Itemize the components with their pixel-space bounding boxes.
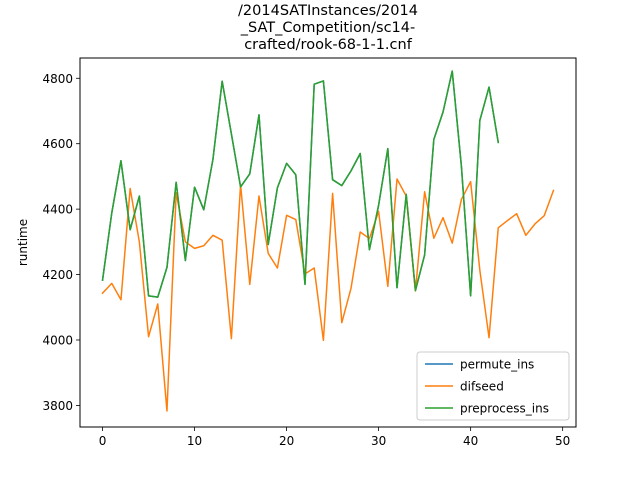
chart-title: /2014SATInstances/2014 _SAT_Competition/… <box>238 3 418 53</box>
y-tick-label: 4200 <box>42 268 73 282</box>
x-tick-label: 0 <box>99 434 107 448</box>
x-tick-label: 40 <box>463 434 478 448</box>
plot-frame <box>79 57 577 428</box>
x-tick-label: 50 <box>555 434 570 448</box>
legend-label-permute-ins: permute_ins <box>460 358 534 372</box>
tick-layer: 0 10 20 30 40 50 3800 4000 4200 4400 4600 4800 <box>42 72 570 448</box>
legend-label-preprocess-ins: preprocess_ins <box>460 402 549 416</box>
legend-box <box>416 351 570 421</box>
legend: permute_ins difseed preprocess_ins <box>416 351 570 421</box>
y-tick-label: 3800 <box>42 399 73 413</box>
chart-title-line-3: crafted/rook-68-1-1.cnf <box>244 37 413 53</box>
y-axis-label: runtime <box>16 219 30 266</box>
y-tick-label: 4600 <box>42 137 73 151</box>
series-layer <box>101 70 555 412</box>
y-tick-label: 4400 <box>42 203 73 217</box>
chart-title-line-1: /2014SATInstances/2014 <box>238 3 418 19</box>
x-tick-label: 30 <box>371 434 386 448</box>
x-tick-label: 20 <box>279 434 294 448</box>
y-tick-label: 4800 <box>42 72 73 86</box>
legend-label-difseed: difseed <box>460 380 504 394</box>
chart-title-line-2: _SAT_Competition/sc14- <box>240 20 415 36</box>
series-line-preprocess-ins <box>101 70 500 298</box>
y-tick-label: 4000 <box>42 333 73 347</box>
x-tick-label: 10 <box>187 434 202 448</box>
